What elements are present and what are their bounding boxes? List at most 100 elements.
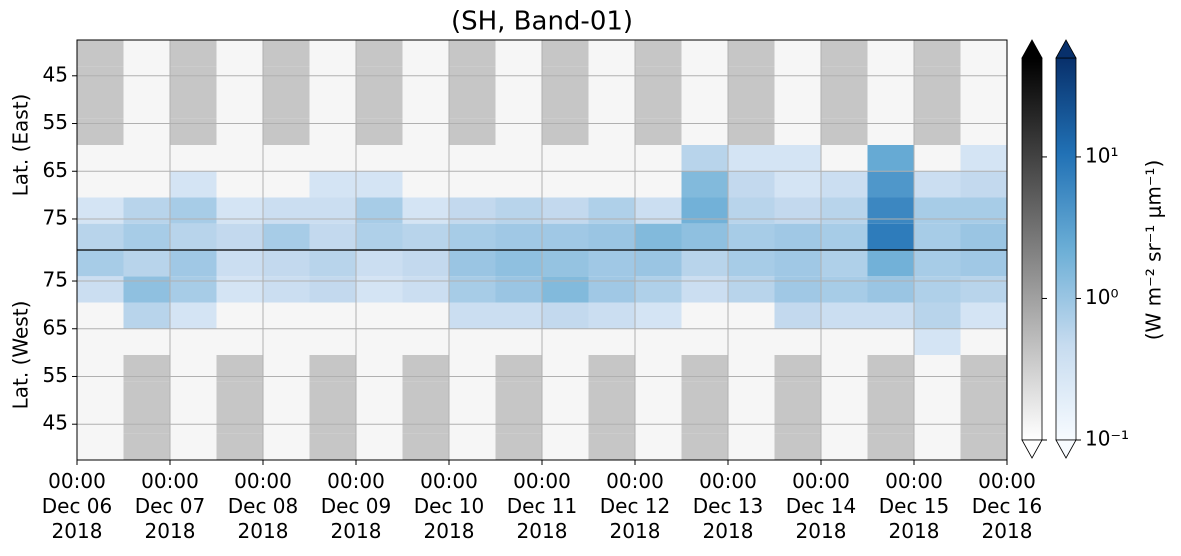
y-tick-label: 65 (43, 158, 68, 182)
gray-cell (216, 355, 263, 382)
gray-cell (216, 381, 263, 408)
gray-cell (309, 381, 356, 408)
blue-cell (216, 197, 263, 224)
blue-cell (542, 276, 589, 303)
blue-cell (681, 171, 728, 198)
y-axis-label: Lat. (West) (9, 301, 33, 410)
gray-cell (495, 381, 542, 408)
blue-cell (728, 276, 775, 303)
blue-cell (960, 302, 1007, 329)
gray-cell (77, 118, 124, 145)
x-tick-label: 00:00 Dec 13 2018 (693, 469, 764, 543)
blue-cell (774, 223, 821, 250)
blue-cell (728, 145, 775, 172)
blue-cell (542, 250, 589, 277)
gray-cell (681, 407, 728, 434)
colorbar-tick-label: 10⁻¹ (1085, 427, 1129, 451)
gray-cell (263, 118, 310, 145)
blue-cell (263, 276, 310, 303)
gray-cell (728, 118, 775, 145)
blue-cell (263, 223, 310, 250)
gray-cell (542, 66, 589, 93)
x-tick-label: 00:00 Dec 12 2018 (600, 469, 671, 543)
gray-cell (914, 118, 961, 145)
gray-cell (635, 66, 682, 93)
blue-cell (914, 250, 961, 277)
gray-cell (216, 433, 263, 460)
gray-cell (728, 66, 775, 93)
gray-cell (356, 118, 403, 145)
blue-cell (588, 302, 635, 329)
blue-cell (77, 250, 124, 277)
gray-cell (960, 355, 1007, 382)
gray-cell (123, 407, 170, 434)
gray-cell (402, 433, 449, 460)
blue-cell (867, 302, 914, 329)
blue-cell (170, 250, 217, 277)
gray-cell (960, 433, 1007, 460)
gray-cell (542, 40, 589, 67)
gray-cell (635, 118, 682, 145)
blue-cell (170, 197, 217, 224)
gray-cell (635, 40, 682, 67)
gray-cell (960, 407, 1007, 434)
blue-cell (588, 276, 635, 303)
y-tick-label: 55 (43, 363, 68, 387)
x-tick-label: 00:00 Dec 11 2018 (507, 469, 578, 543)
gray-cell (263, 40, 310, 67)
blue-cell (449, 197, 496, 224)
gray-cell (867, 381, 914, 408)
blue-cell (728, 171, 775, 198)
x-tick-label: 00:00 Dec 06 2018 (42, 469, 113, 543)
blue-cell (728, 250, 775, 277)
blue-cell (495, 197, 542, 224)
x-tick-label: 00:00 Dec 16 2018 (972, 469, 1043, 543)
x-tick-label: 00:00 Dec 10 2018 (414, 469, 485, 543)
blue-cell (449, 223, 496, 250)
blue-cell (821, 250, 868, 277)
blue-cell (309, 197, 356, 224)
y-tick-label: 75 (43, 205, 68, 229)
gray-cell (728, 92, 775, 119)
blue-cell (821, 197, 868, 224)
blue-cell (123, 250, 170, 277)
blue-cell (77, 197, 124, 224)
blue-cell (960, 171, 1007, 198)
blue-cell (309, 276, 356, 303)
blue-cell (356, 223, 403, 250)
gray-cell (588, 407, 635, 434)
blue-cell (263, 197, 310, 224)
gray-cell (821, 40, 868, 67)
blue-cell (635, 302, 682, 329)
x-tick-label: 00:00 Dec 14 2018 (786, 469, 857, 543)
blue-cell (914, 302, 961, 329)
gray-cell (216, 407, 263, 434)
blue-cell (123, 276, 170, 303)
blue-cell (821, 171, 868, 198)
blue-cell (216, 276, 263, 303)
gray-cell (495, 433, 542, 460)
blue-cell (821, 302, 868, 329)
blue-cell (867, 145, 914, 172)
blue-cell (681, 197, 728, 224)
colorbar-label: (W m⁻² sr⁻¹ μm⁻¹) (1142, 160, 1166, 341)
blue-cell (867, 171, 914, 198)
gray-cell (402, 381, 449, 408)
blue-cell (635, 197, 682, 224)
gray-cell (681, 355, 728, 382)
gray-cell (123, 355, 170, 382)
gray-cell (681, 433, 728, 460)
blue-cell (356, 276, 403, 303)
blue-cell (495, 250, 542, 277)
blue-cell (449, 276, 496, 303)
blue-cell (774, 276, 821, 303)
chart-title: (SH, Band-01) (451, 7, 633, 37)
blue-cell (170, 276, 217, 303)
colorbar-blue (1055, 57, 1077, 441)
y-axis-label: Lat. (East) (9, 94, 33, 197)
gray-cell (588, 381, 635, 408)
y-tick-label: 45 (43, 411, 68, 435)
blue-cell (914, 328, 961, 355)
blue-cell (728, 197, 775, 224)
